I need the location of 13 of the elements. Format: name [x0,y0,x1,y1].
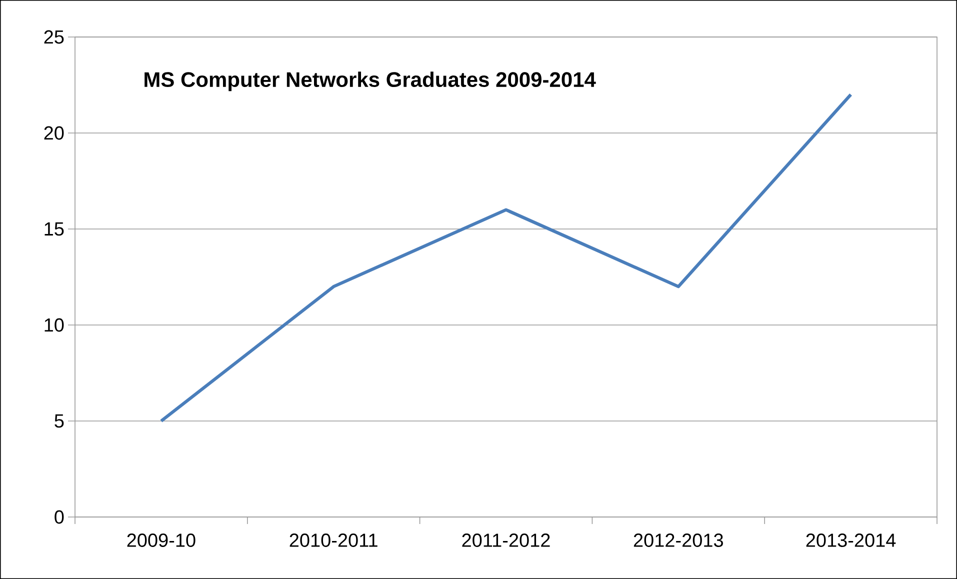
x-tick-label: 2011-2012 [462,534,550,547]
y-tick-label: 20 [44,126,64,140]
x-tick-label: 2012-2013 [634,534,723,547]
y-tick-label: 5 [54,414,64,428]
y-tick-label: 0 [54,510,64,524]
x-tick-label: 2010-2011 [290,534,378,547]
y-tick-label: 15 [44,222,64,236]
text: MS Computer Networks Graduates 2009-2014 [144,72,596,92]
line-series [160,92,852,423]
x-tick-label: 2009-10 [127,534,196,547]
y-tick-label: 25 [44,30,64,44]
x-tick-label: 2013-2014 [806,534,896,547]
y-tick-label: 10 [44,318,64,332]
